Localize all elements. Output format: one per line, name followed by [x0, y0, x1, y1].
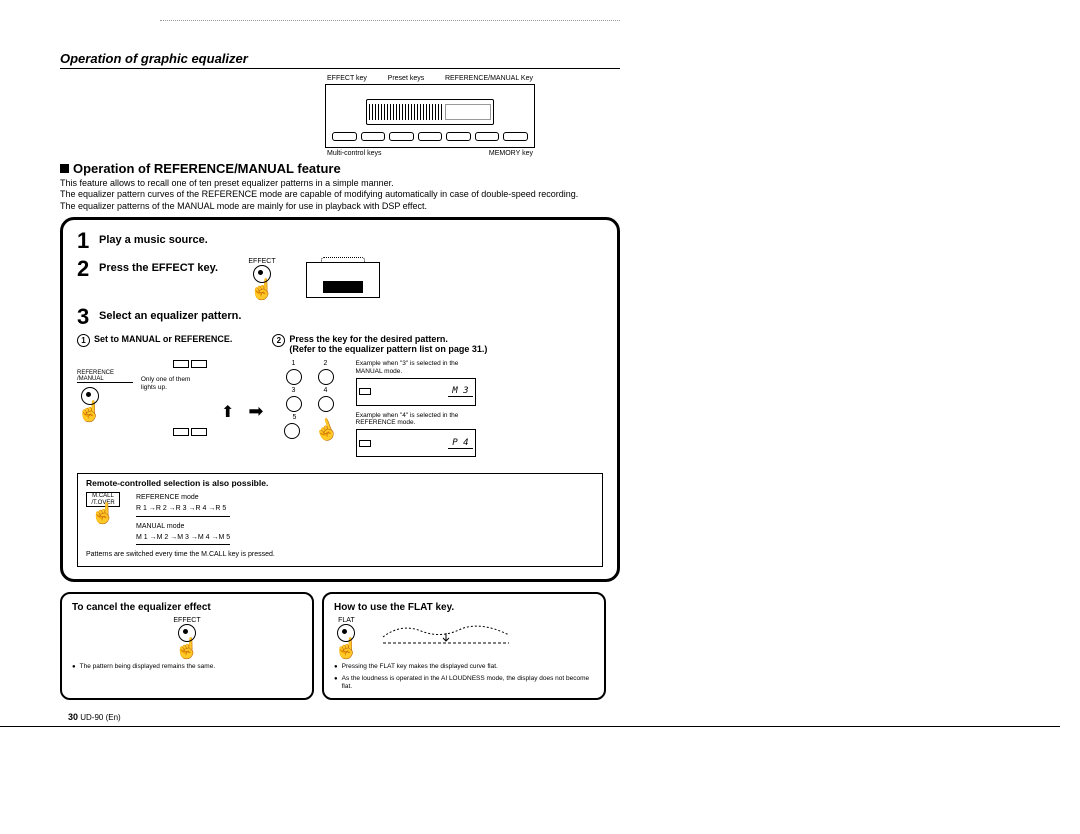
right-arrow-icon: ➡	[248, 401, 263, 422]
label-effect-key: EFFECT key	[327, 75, 367, 82]
hand-pointer-icon: ☝	[311, 417, 341, 444]
step-2: 2 Press the EFFECT key. EFFECT ☝	[77, 258, 603, 300]
flat-curve-diagram	[381, 617, 511, 653]
substep-2: 2 Press the key for the desired pattern.…	[272, 334, 487, 354]
eq-preset-icon	[445, 104, 491, 120]
label-ref-manual-key: REFERENCE/MANUAL Key	[445, 75, 533, 82]
label-multi-control: Multi-control keys	[327, 150, 381, 157]
step-1: 1 Play a music source.	[77, 230, 603, 252]
square-bullet-icon	[60, 164, 69, 173]
effect-key-press-icon: EFFECT ☝	[238, 258, 286, 300]
hand-pointer-icon: ☝	[238, 280, 286, 300]
equipment-diagram: EFFECT key Preset keys REFERENCE/MANUAL …	[325, 75, 535, 157]
remote-control-box: Remote-controlled selection is also poss…	[77, 473, 603, 567]
steps-box: 1 Play a music source. 2 Press the EFFEC…	[60, 217, 620, 582]
eq-display-icon	[369, 104, 442, 120]
section-heading: Operation of REFERENCE/MANUAL feature	[60, 161, 620, 176]
bottom-rule	[0, 726, 1060, 727]
cancel-effect-box: To cancel the equalizer effect EFFECT ☝ …	[60, 592, 314, 700]
hand-pointer-icon: ☝	[77, 402, 133, 422]
preset-number-pad: 12 34 5 ☝	[278, 360, 342, 441]
example-displays: Example when "3" is selected in the MANU…	[356, 360, 476, 463]
hand-pointer-icon: ☝	[86, 504, 120, 524]
hand-pointer-icon: ☝	[334, 639, 359, 659]
page-title: Operation of graphic equalizer	[60, 51, 620, 69]
flat-key-box: How to use the FLAT key. FLAT ☝ Pressing…	[322, 592, 606, 700]
hand-pointer-icon: ☝	[72, 639, 302, 659]
label-memory-key: MEMORY key	[489, 150, 533, 157]
display-panel-icon	[306, 262, 380, 298]
intro-text: This feature allows to recall one of ten…	[60, 178, 620, 211]
step-3: 3 Select an equalizer pattern.	[77, 306, 603, 328]
ref-manual-column: REFERENCE /MANUAL ☝ Only one of them lig…	[77, 360, 207, 438]
substep-1: 1 Set to MANUAL or REFERENCE.	[77, 334, 232, 354]
top-dotted-rule	[160, 20, 620, 21]
label-preset-keys: Preset keys	[388, 75, 425, 82]
page-footer: 30 UD-90 (En)	[60, 712, 620, 722]
up-arrow-icon: ⬆	[221, 402, 234, 422]
